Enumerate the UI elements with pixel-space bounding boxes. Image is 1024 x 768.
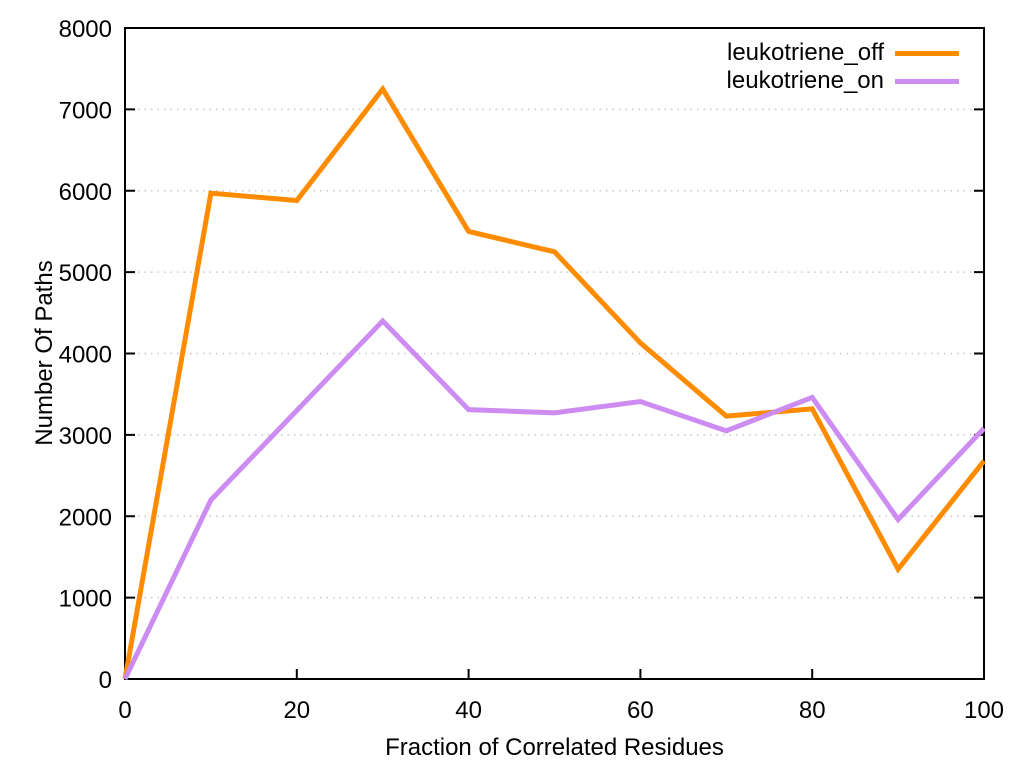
legend: leukotriene_off leukotriene_on xyxy=(727,39,959,95)
y-tick-label: 0 xyxy=(99,667,112,694)
y-tick-label: 4000 xyxy=(59,342,112,369)
legend-label: leukotriene_off xyxy=(726,39,884,66)
y-tick-label: 6000 xyxy=(59,179,112,206)
y-tick-label: 8000 xyxy=(59,16,112,43)
plot-border xyxy=(124,27,985,680)
legend-item-leukotriene-off: leukotriene_off xyxy=(727,39,959,67)
x-tick-label: 80 xyxy=(799,697,826,724)
y-tick-label: 7000 xyxy=(59,97,112,124)
legend-line-swatch xyxy=(895,78,959,84)
x-axis-title: Fraction of Correlated Residues xyxy=(385,734,724,761)
legend-label: leukotriene_on xyxy=(726,67,884,94)
x-tick-label: 100 xyxy=(964,697,1004,724)
y-tick-label: 3000 xyxy=(59,423,112,450)
series-line-leukotriene_off xyxy=(122,84,986,680)
legend-item-leukotriene-on: leukotriene_on xyxy=(727,67,959,95)
x-tick-label: 60 xyxy=(627,697,654,724)
x-tick-label: 0 xyxy=(118,697,131,724)
y-axis-title: Number Of Paths xyxy=(31,260,58,446)
legend-line-swatch xyxy=(895,50,959,56)
y-tick-label: 2000 xyxy=(59,504,112,531)
series-line-leukotriene_on xyxy=(122,317,986,681)
y-tick-label: 5000 xyxy=(59,260,112,287)
x-tick-label: 20 xyxy=(283,697,310,724)
y-tick-label: 1000 xyxy=(59,586,112,613)
x-tick-label: 40 xyxy=(455,697,482,724)
